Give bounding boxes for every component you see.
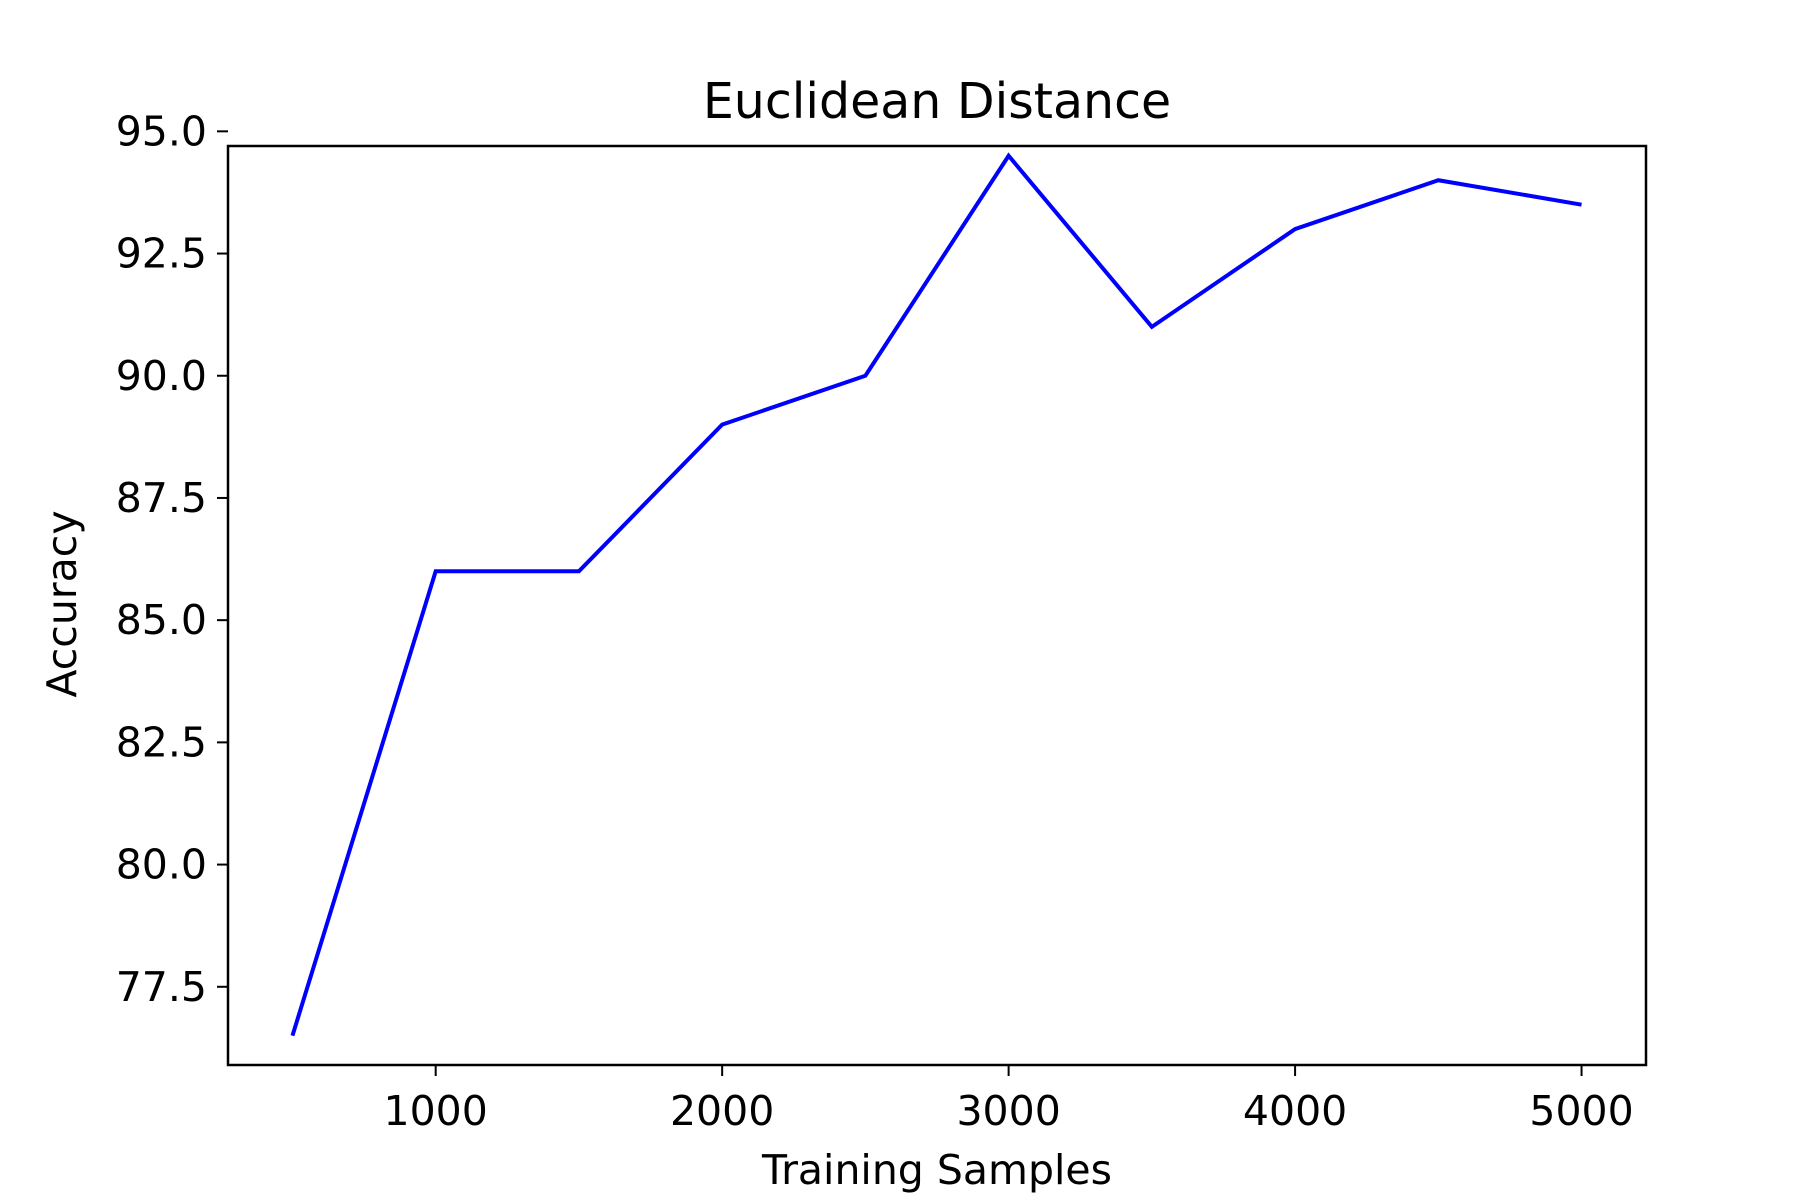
chart-title: Euclidean Distance [703, 73, 1171, 130]
y-tick-label: 87.5 [116, 474, 207, 522]
accuracy-series-line [290, 152, 1582, 1037]
x-tick-label: 5000 [1529, 1087, 1633, 1135]
x-tick-label: 3000 [956, 1087, 1060, 1135]
y-tick-label: 80.0 [116, 841, 207, 889]
plot-area-frame [226, 144, 1648, 1067]
x-tick-label: 1000 [384, 1087, 488, 1135]
y-tick-label: 95.0 [116, 107, 207, 155]
series-layer [290, 152, 1582, 1037]
y-tick-label: 82.5 [116, 718, 207, 766]
y-tick-label: 85.0 [116, 596, 207, 644]
x-axis-ticks: 1000 2000 3000 4000 5000 [384, 1065, 1634, 1135]
x-tick-label: 4000 [1243, 1087, 1347, 1135]
y-tick-label: 77.5 [116, 963, 207, 1011]
x-axis-title: Training Samples [761, 1146, 1112, 1194]
y-tick-label: 90.0 [116, 352, 207, 400]
y-axis-title: Accuracy [38, 510, 86, 697]
y-tick-label: 92.5 [116, 230, 207, 278]
x-tick-label: 2000 [670, 1087, 774, 1135]
y-axis-ticks: 77.5 80.0 82.5 85.0 87.5 90.0 92.5 95.0 [116, 107, 228, 1011]
